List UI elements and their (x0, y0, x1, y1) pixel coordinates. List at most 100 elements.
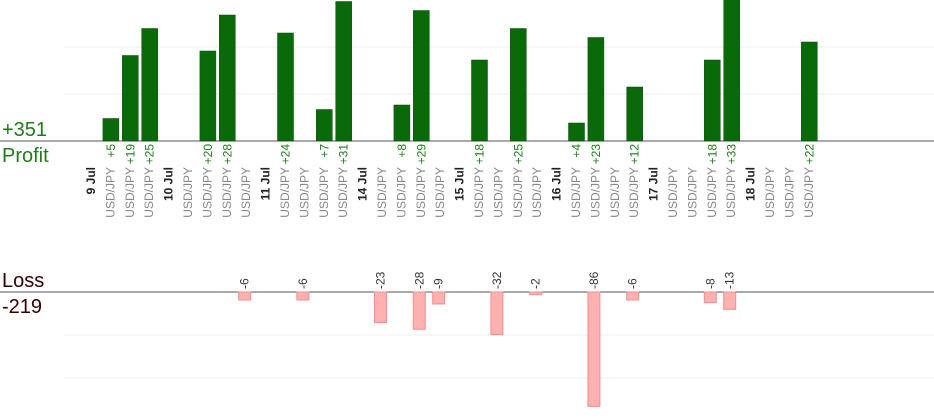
loss-bar (490, 291, 504, 336)
pair-label: USD/JPY (181, 167, 195, 218)
loss-value-label: -13 (723, 271, 737, 289)
loss-value-label: -8 (703, 278, 717, 289)
loss-value-label: -6 (296, 278, 310, 289)
loss-value-label: -2 (529, 278, 543, 289)
profit-value-label: +20 (201, 144, 215, 165)
pair-label: USD/JPY (200, 167, 214, 218)
loss-value-label: -28 (412, 271, 426, 289)
pair-label: USD/JPY (724, 167, 738, 218)
loss-bar (238, 291, 252, 301)
profit-bar (199, 50, 217, 142)
profit-value-label: +5 (104, 144, 118, 158)
pair-label: USD/JPY (142, 167, 156, 218)
loss-bar (529, 291, 543, 296)
profit-value-label: +25 (511, 144, 525, 165)
loss-bar (587, 291, 601, 407)
pair-label: USD/JPY (472, 167, 486, 218)
date-label: 15 Jul (453, 167, 467, 201)
loss-label: Loss (2, 270, 45, 292)
profit-value-label: +31 (337, 144, 351, 165)
pair-label: USD/JPY (782, 167, 796, 218)
loss-value-label: -86 (587, 271, 601, 289)
date-label: 10 Jul (162, 167, 176, 201)
pair-label: USD/JPY (802, 167, 816, 218)
pair-label: USD/JPY (588, 167, 602, 218)
profit-bar (277, 32, 294, 142)
profit-bar (141, 28, 158, 142)
date-label: 18 Jul (744, 167, 758, 201)
pair-label: USD/JPY (608, 167, 622, 218)
pair-label: USD/JPY (414, 167, 428, 218)
date-label: 17 Jul (647, 167, 661, 201)
pair-label: USD/JPY (627, 167, 641, 218)
pair-label: USD/JPY (278, 167, 292, 218)
profit-bar (122, 55, 139, 142)
profit-value-label: +29 (414, 144, 428, 165)
profit-bar (704, 59, 721, 142)
pair-label: USD/JPY (763, 167, 777, 218)
profit-value-label: +23 (589, 144, 603, 165)
profit-label: Profit (2, 145, 49, 167)
profit-value-label: +28 (220, 144, 234, 165)
profit-bar (413, 10, 430, 142)
loss-bar (432, 291, 446, 305)
profit-bar (102, 118, 120, 142)
profit-bar (510, 28, 527, 142)
loss-bar (296, 291, 310, 301)
loss-bar (626, 291, 640, 301)
loss-value-label: -32 (490, 271, 504, 289)
profit-bar (587, 37, 605, 142)
loss-value-label: -23 (374, 271, 388, 289)
pair-label: USD/JPY (336, 167, 350, 218)
pair-label: USD/JPY (375, 167, 389, 218)
pair-label: USD/JPY (685, 167, 699, 218)
loss-value-label: -9 (432, 278, 446, 289)
pair-label: USD/JPY (123, 167, 137, 218)
profit-value-label: +18 (473, 144, 487, 165)
pair-label: USD/JPY (666, 167, 680, 218)
pair-label: USD/JPY (511, 167, 525, 218)
profit-value-label: +19 (123, 144, 137, 165)
profit-value-label: +12 (628, 144, 642, 165)
profit-bar (335, 1, 352, 142)
profit-value-label: +22 (802, 144, 816, 165)
pair-label: USD/JPY (433, 167, 447, 218)
profit-value-label: +24 (279, 144, 293, 165)
profit-value-label: +4 (570, 144, 584, 158)
pair-label: USD/JPY (239, 167, 253, 218)
profit-total: +351 (2, 119, 48, 141)
date-label: 11 Jul (259, 167, 273, 200)
profit-bar (393, 104, 411, 142)
pair-label: USD/JPY (705, 167, 719, 218)
pair-label: USD/JPY (297, 167, 311, 218)
loss-total: -219 (2, 296, 43, 318)
profit-value-label: +7 (317, 144, 331, 158)
profit-bar (568, 122, 585, 142)
profit-bar (801, 41, 818, 142)
profit-bar (219, 14, 236, 142)
loss-value-label: -6 (238, 278, 252, 289)
pair-label: USD/JPY (394, 167, 408, 218)
date-label: 9 Jul (84, 167, 98, 194)
loss-bar (374, 291, 387, 324)
pair-label: USD/JPY (530, 167, 544, 218)
loss-bar (723, 291, 737, 310)
profit-bar (626, 86, 643, 142)
loss-bar (412, 291, 426, 330)
pair-label: USD/JPY (220, 167, 234, 218)
profit-value-label: +8 (395, 144, 409, 158)
pair-label: USD/JPY (317, 167, 331, 218)
pair-label: USD/JPY (569, 167, 583, 218)
profit-value-label: +18 (705, 144, 719, 165)
pair-label: USD/JPY (103, 167, 117, 218)
loss-bar (703, 291, 717, 304)
pair-label: USD/JPY (491, 167, 505, 218)
loss-value-label: -6 (626, 278, 640, 289)
profit-bar (723, 0, 740, 142)
profit-value-label: +33 (725, 144, 739, 165)
profit-bar (316, 109, 333, 142)
profit-bar (471, 59, 488, 142)
date-label: 16 Jul (550, 167, 564, 201)
